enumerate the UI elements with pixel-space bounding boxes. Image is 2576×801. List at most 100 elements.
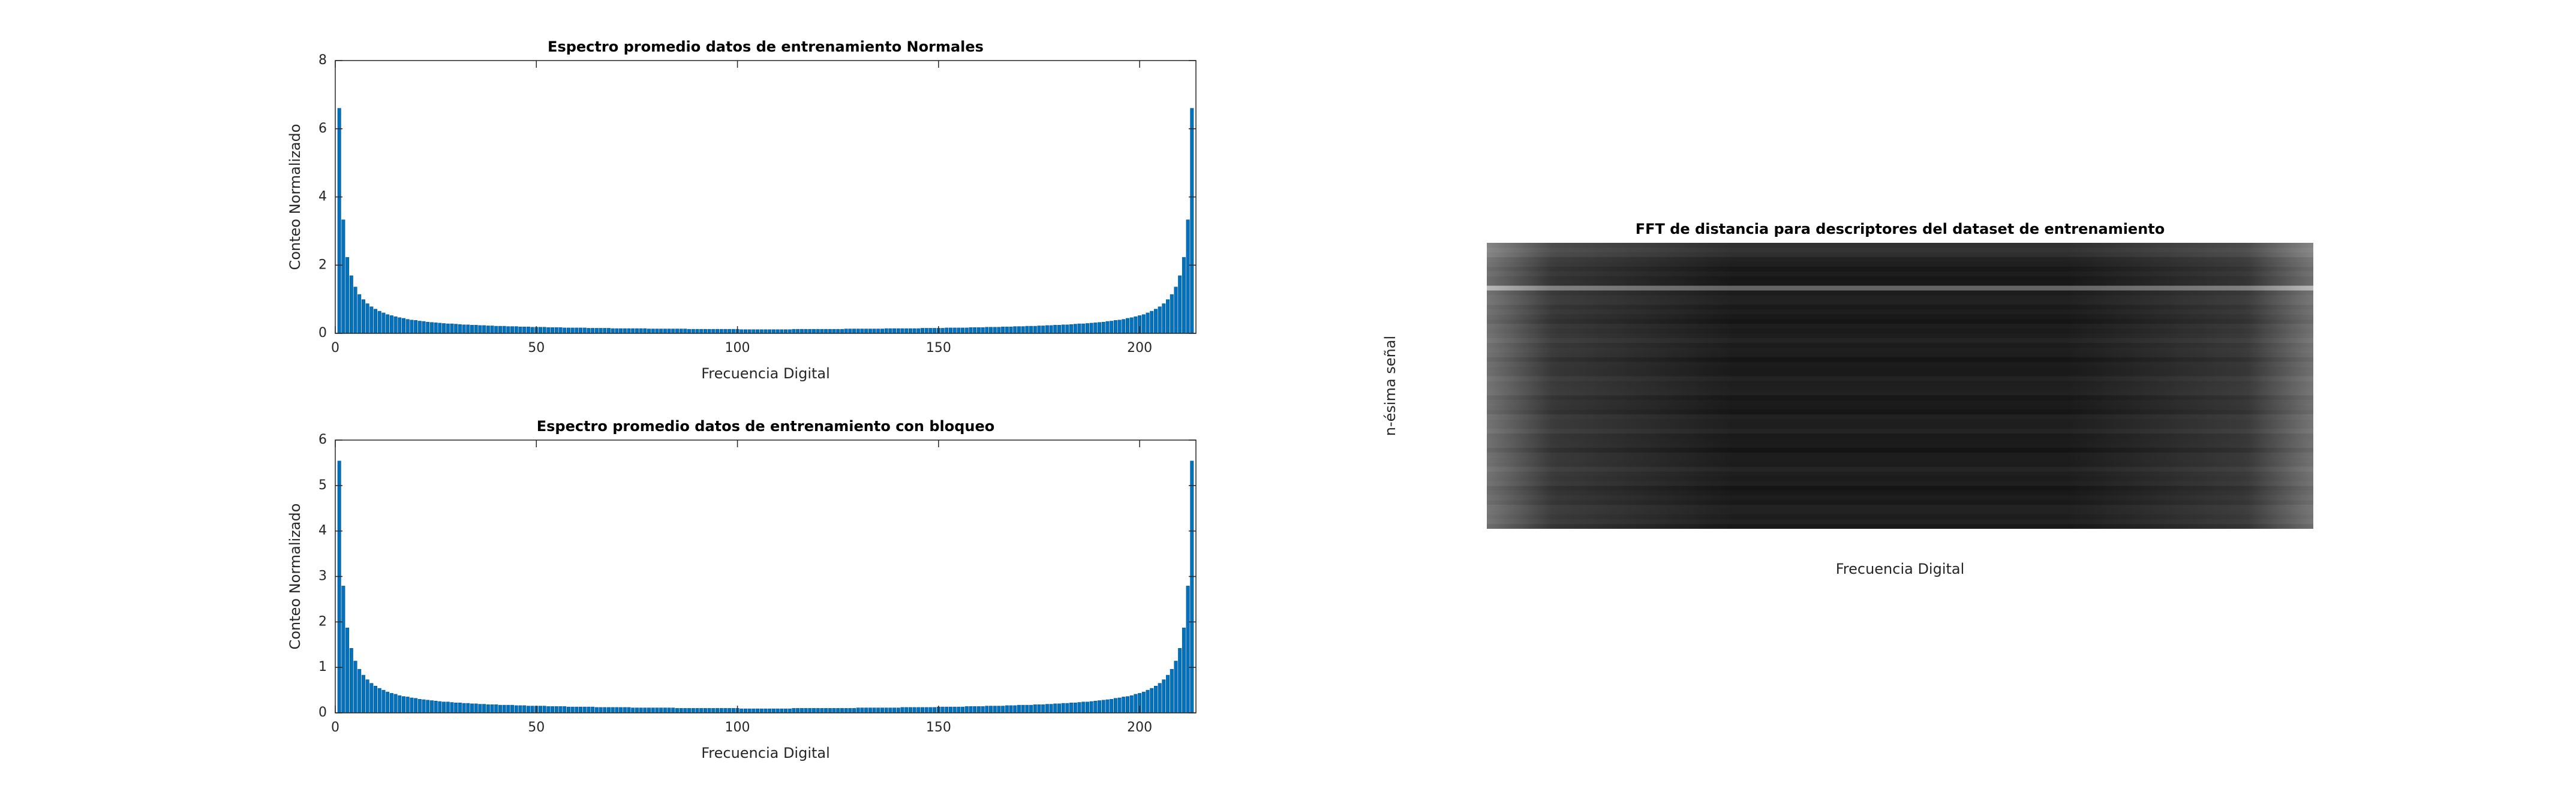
bar [414, 320, 418, 334]
bar [1150, 311, 1154, 334]
heatmap-row [1487, 329, 2313, 334]
bar [924, 328, 928, 334]
bar [1057, 703, 1061, 713]
bar [993, 327, 997, 334]
bar [417, 698, 422, 713]
bar [365, 303, 369, 334]
bar [554, 327, 558, 334]
bar [651, 329, 655, 334]
heatmap-row [1487, 495, 2313, 501]
bar [1041, 326, 1045, 334]
bar [611, 707, 615, 713]
bar [687, 708, 692, 713]
bar [587, 328, 591, 334]
bar [631, 707, 635, 713]
bar [784, 329, 788, 334]
bar [357, 294, 362, 334]
heatmap-row [1487, 486, 2313, 491]
bar [490, 326, 494, 334]
bar [808, 329, 812, 334]
bar [695, 329, 699, 334]
bar [904, 328, 909, 334]
bar [952, 327, 957, 334]
heatmap-row [1487, 290, 2313, 296]
bar [780, 329, 784, 334]
heatmap-row [1487, 476, 2313, 481]
bar [784, 708, 788, 713]
bar [341, 219, 345, 334]
bar [880, 329, 884, 334]
bar [916, 707, 921, 713]
bar [478, 325, 482, 334]
bar [635, 707, 639, 713]
bar [1061, 703, 1065, 713]
bar [506, 704, 510, 713]
bar [369, 306, 374, 334]
bar [422, 699, 426, 713]
heatmap-row [1487, 257, 2313, 262]
bar [780, 708, 784, 713]
bar [1081, 323, 1086, 334]
bar [1150, 688, 1154, 713]
bar [542, 706, 546, 713]
bar [1174, 661, 1178, 713]
bar [1017, 704, 1021, 713]
bar [582, 706, 587, 713]
bar [759, 329, 764, 334]
bar [1069, 703, 1074, 713]
bar [820, 708, 824, 713]
bar [570, 706, 575, 713]
bar [964, 327, 969, 334]
bar [856, 707, 860, 713]
heatmap-row [1487, 324, 2313, 329]
bar [1025, 704, 1029, 713]
bar [1033, 326, 1037, 334]
bar [872, 329, 876, 334]
bar [985, 706, 989, 713]
bar [1126, 318, 1129, 334]
heatmap-row [1487, 452, 2313, 457]
bar [405, 697, 410, 713]
heatmap-background [1487, 243, 2313, 529]
bar [1158, 306, 1162, 334]
heatmap-row [1487, 505, 2313, 510]
bar [768, 329, 772, 334]
bar [446, 701, 450, 713]
heatmap-row [1487, 285, 2313, 291]
bar [844, 708, 848, 713]
bar [631, 328, 635, 334]
y-tick-label: 0 [318, 326, 327, 341]
bar [900, 707, 904, 713]
bar [1105, 321, 1110, 334]
bar [752, 329, 756, 334]
bar [345, 627, 350, 713]
heatmap-row [1487, 386, 2313, 391]
bar [1113, 698, 1117, 713]
bar [1001, 706, 1005, 713]
bar [566, 706, 570, 713]
bar [539, 706, 542, 713]
bar [711, 708, 716, 713]
bar [422, 321, 426, 334]
bar [860, 707, 864, 713]
bar [1077, 702, 1081, 713]
heatmap-row [1487, 471, 2313, 477]
bar [1061, 324, 1065, 334]
bar [554, 706, 558, 713]
bar [740, 708, 744, 713]
bar [1170, 668, 1174, 713]
bar [900, 328, 904, 334]
bar [494, 326, 498, 334]
bar [606, 328, 611, 334]
bar [1017, 326, 1021, 334]
bar [611, 328, 615, 334]
bar [816, 329, 820, 334]
bar [1081, 701, 1086, 713]
heatmap-row [1487, 414, 2313, 420]
bar [470, 703, 474, 713]
bar [940, 706, 945, 713]
bar [1013, 326, 1017, 334]
x-axis-label: Frecuencia Digital [1836, 561, 1965, 577]
bar [940, 328, 945, 334]
bar [1101, 321, 1105, 334]
